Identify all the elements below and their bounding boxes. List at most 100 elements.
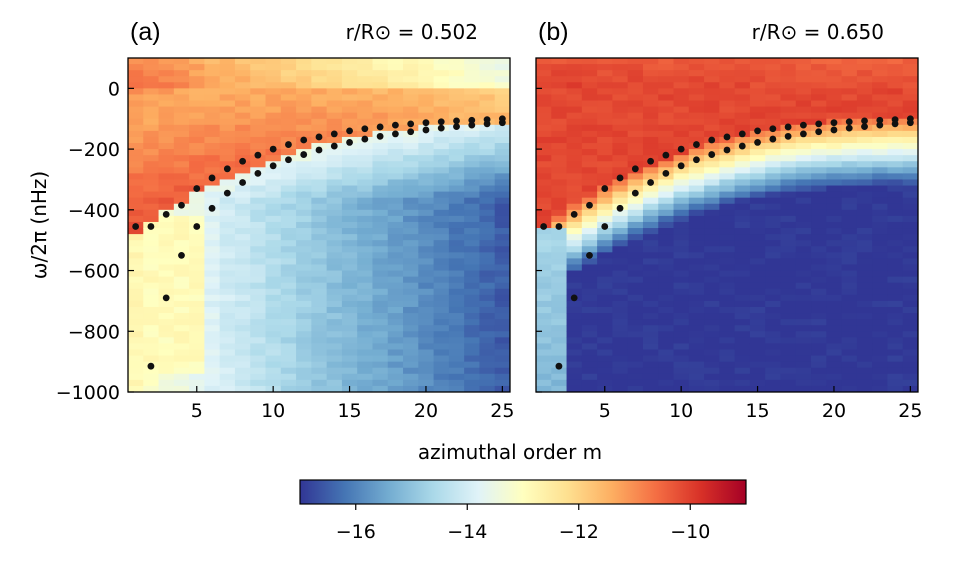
- heatmap-cell-a: [418, 228, 435, 235]
- heatmap-cell-b: [765, 379, 782, 387]
- heatmap-cell-a: [387, 70, 404, 77]
- heatmap-cell-b: [673, 355, 690, 363]
- ridge-dot-a: [376, 123, 384, 131]
- heatmap-cell-b: [642, 209, 659, 217]
- heatmap-cell-b: [673, 112, 690, 120]
- heatmap-cell-b: [566, 197, 583, 205]
- heatmap-cell-b: [856, 319, 873, 326]
- heatmap-cell-b: [811, 197, 827, 205]
- heatmap-cell-b: [902, 167, 918, 174]
- heatmap-cell-b: [826, 215, 843, 223]
- heatmap-cell-b: [811, 70, 827, 77]
- ridge-dot-b: [845, 124, 853, 132]
- heatmap-cell-b: [887, 136, 904, 144]
- heatmap-cell-a: [494, 258, 510, 266]
- heatmap-cell-a: [280, 294, 297, 302]
- heatmap-cell-a: [128, 234, 144, 241]
- heatmap-cell-b: [566, 306, 583, 314]
- heatmap-cell-a: [311, 191, 328, 199]
- heatmap-cell-b: [749, 191, 766, 199]
- heatmap-cell-a: [494, 337, 510, 345]
- heatmap-cell-a: [143, 288, 160, 296]
- heatmap-cell-b: [551, 300, 568, 308]
- heatmap-cell-b: [887, 228, 904, 235]
- heatmap-cell-a: [311, 282, 328, 290]
- heatmap-cell-a: [494, 94, 510, 102]
- ridge-dot-b: [647, 179, 654, 186]
- heatmap-cell-b: [826, 136, 843, 144]
- heatmap-cell-a: [448, 76, 465, 83]
- heatmap-cell-b: [536, 325, 552, 332]
- heatmap-cell-a: [296, 264, 312, 272]
- ridge-dot-a: [407, 120, 415, 128]
- heatmap-cell-a: [357, 252, 374, 259]
- heatmap-cell-b: [551, 385, 568, 392]
- heatmap-cell-b: [597, 155, 613, 162]
- heatmap-cell-b: [627, 325, 644, 332]
- heatmap-cell-b: [856, 185, 873, 193]
- heatmap-cell-b: [795, 143, 812, 150]
- heatmap-cell-a: [296, 155, 312, 162]
- heatmap-cell-b: [780, 136, 797, 144]
- heatmap-cell-a: [448, 64, 465, 71]
- heatmap-cell-a: [128, 306, 144, 314]
- heatmap-cell-b: [749, 379, 766, 387]
- heatmap-cell-b: [811, 112, 827, 120]
- heatmap-cell-a: [494, 319, 510, 326]
- heatmap-cell-a: [372, 264, 389, 272]
- heatmap-cell-b: [612, 197, 629, 205]
- panel-letter-b: (b): [538, 18, 569, 46]
- heatmap-cell-a: [158, 373, 175, 381]
- heatmap-cell-b: [581, 209, 598, 217]
- heatmap-cell-b: [811, 343, 827, 351]
- heatmap-cell-b: [780, 94, 797, 102]
- heatmap-cell-b: [719, 124, 736, 132]
- heatmap-cell-b: [765, 331, 782, 338]
- heatmap-cell-b: [780, 319, 797, 326]
- heatmap-cell-a: [418, 282, 435, 290]
- heatmap-cell-b: [627, 209, 644, 217]
- heatmap-cell-b: [627, 185, 644, 193]
- heatmap-cell-b: [597, 355, 613, 363]
- heatmap-cell-a: [280, 337, 297, 345]
- heatmap-cell-b: [811, 221, 827, 229]
- heatmap-cell-b: [811, 143, 827, 150]
- heatmap-cell-b: [795, 367, 812, 375]
- heatmap-cell-b: [551, 106, 568, 114]
- heatmap-cell-b: [795, 234, 812, 241]
- heatmap-cell-b: [719, 82, 736, 89]
- heatmap-cell-a: [372, 282, 389, 290]
- ridge-dot-a: [437, 118, 445, 126]
- heatmap-cell-a: [448, 185, 465, 193]
- heatmap-cell-a: [265, 118, 282, 126]
- heatmap-cell-b: [887, 252, 904, 259]
- heatmap-cell-b: [749, 355, 766, 363]
- heatmap-cell-a: [173, 58, 190, 65]
- heatmap-cell-a: [418, 379, 435, 387]
- heatmap-cell-a: [204, 234, 221, 241]
- heatmap-cell-a: [204, 264, 221, 272]
- heatmap-cell-b: [688, 337, 705, 345]
- heatmap-cell-a: [448, 136, 465, 144]
- heatmap-cell-b: [811, 136, 827, 144]
- heatmap-cell-a: [341, 203, 358, 211]
- heatmap-cell-b: [612, 149, 629, 156]
- heatmap-cell-a: [357, 76, 374, 83]
- heatmap-cell-a: [311, 215, 328, 223]
- heatmap-cell-b: [826, 185, 843, 193]
- heatmap-cell-b: [642, 355, 659, 363]
- heatmap-cell-a: [372, 88, 389, 96]
- ridge-dot-b: [784, 123, 792, 131]
- heatmap-cell-a: [128, 367, 144, 375]
- heatmap-cell-a: [143, 64, 160, 71]
- heatmap-cell-a: [128, 76, 144, 83]
- heatmap-cell-b: [765, 100, 782, 108]
- heatmap-cell-a: [250, 143, 267, 150]
- heatmap-cell-a: [494, 246, 510, 253]
- heatmap-cell-b: [642, 246, 659, 253]
- heatmap-cell-b: [551, 167, 568, 174]
- heatmap-cell-a: [464, 373, 481, 381]
- heatmap-cell-b: [597, 136, 613, 144]
- heatmap-cell-b: [704, 349, 720, 357]
- heatmap-cell-a: [403, 143, 419, 150]
